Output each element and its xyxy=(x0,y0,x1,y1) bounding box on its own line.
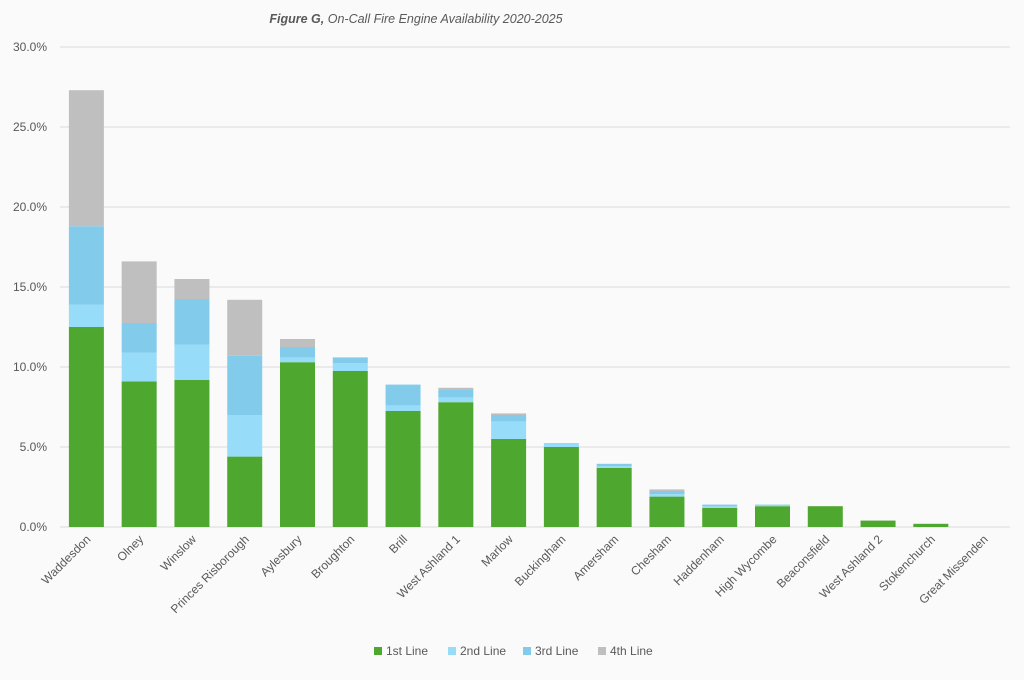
y-tick-label: 10.0% xyxy=(13,360,47,374)
y-tick-label: 0.0% xyxy=(20,520,48,534)
bar-segment-2nd-line xyxy=(174,344,210,380)
bar-segment-2nd-line xyxy=(385,405,421,411)
bar-segment-2nd-line xyxy=(227,415,263,457)
x-tick-label: Olney xyxy=(114,532,146,564)
x-tick-label: Brill xyxy=(386,532,410,556)
bar-segment-4th-line xyxy=(649,489,685,491)
bar-segment-1st-line xyxy=(543,447,579,527)
bar-segment-3rd-line xyxy=(121,323,157,353)
bar-segment-1st-line xyxy=(649,496,685,527)
bar-segment-2nd-line xyxy=(702,506,738,508)
x-tick-label: Amersham xyxy=(570,532,621,583)
bar-segment-2nd-line xyxy=(543,443,579,447)
x-tick-label: Waddesdon xyxy=(39,532,94,587)
bar-segment-3rd-line xyxy=(438,389,474,398)
bar-segment-3rd-line xyxy=(227,355,263,415)
y-tick-label: 15.0% xyxy=(13,280,47,294)
bar-segment-1st-line xyxy=(385,411,421,527)
bar-segment-1st-line xyxy=(596,467,632,527)
x-tick-label: Aylesbury xyxy=(258,532,305,579)
bar-segment-2nd-line xyxy=(280,357,315,363)
bar-segment-3rd-line xyxy=(649,491,685,495)
bar-segment-1st-line xyxy=(121,381,157,527)
x-tick-label: Beaconsfield xyxy=(774,532,832,590)
bar-segment-4th-line xyxy=(438,387,474,390)
bar-segment-3rd-line xyxy=(491,415,527,422)
legend-swatch xyxy=(598,647,606,655)
y-tick-label: 5.0% xyxy=(20,440,48,454)
bar-segment-4th-line xyxy=(121,261,157,323)
bar-segment-2nd-line xyxy=(68,304,104,327)
legend-label: 3rd Line xyxy=(535,644,579,658)
x-tick-label: Winslow xyxy=(158,532,200,574)
x-tick-label: Haddenham xyxy=(671,532,727,588)
bar-segment-2nd-line xyxy=(491,421,527,439)
bar-segment-4th-line xyxy=(491,413,527,415)
legend-item: 1st Line xyxy=(374,644,428,658)
bar-segment-2nd-line xyxy=(596,466,632,468)
bar-segment-1st-line xyxy=(174,379,210,527)
x-tick-label: Buckingham xyxy=(512,532,569,589)
bar-segment-1st-line xyxy=(68,327,104,527)
bar-segment-1st-line xyxy=(332,371,368,527)
legend-swatch xyxy=(374,647,382,655)
bar-segment-1st-line xyxy=(755,506,790,527)
bar-segment-1st-line xyxy=(702,507,738,527)
legend-label: 1st Line xyxy=(386,644,428,658)
legend-item: 4th Line xyxy=(598,644,653,658)
bar-segment-1st-line xyxy=(860,520,896,527)
bar-segment-1st-line xyxy=(807,506,843,527)
bar-segment-4th-line xyxy=(174,279,210,299)
bar-segment-4th-line xyxy=(68,90,104,227)
chart-title: Figure G, On-Call Fire Engine Availabili… xyxy=(269,12,562,26)
bar-segment-1st-line xyxy=(280,362,315,527)
bar-segment-2nd-line xyxy=(649,494,685,497)
bar-segment-3rd-line xyxy=(174,299,210,345)
bar-segment-2nd-line xyxy=(332,363,368,371)
bar-segment-1st-line xyxy=(438,402,474,527)
chart-title-rest: On-Call Fire Engine Availability 2020-20… xyxy=(324,12,562,26)
bar-segment-1st-line xyxy=(913,523,949,527)
legend-label: 4th Line xyxy=(610,644,653,658)
x-tick-label: Marlow xyxy=(478,532,515,569)
bar-segment-2nd-line xyxy=(438,397,474,403)
bar-segment-3rd-line xyxy=(332,357,368,363)
bar-segment-3rd-line xyxy=(596,463,632,467)
y-tick-label: 20.0% xyxy=(13,200,47,214)
bar-segment-4th-line xyxy=(280,339,315,347)
x-tick-label: Chesham xyxy=(628,532,674,578)
x-tick-label: Broughton xyxy=(308,532,357,581)
bar-segment-2nd-line xyxy=(755,505,790,507)
legend-item: 2nd Line xyxy=(448,644,506,658)
bar-segment-1st-line xyxy=(491,439,527,527)
bar-segment-4th-line xyxy=(227,299,263,356)
y-tick-label: 25.0% xyxy=(13,120,47,134)
bar-segment-3rd-line xyxy=(280,347,315,358)
chart-title-bold: Figure G, xyxy=(269,12,324,26)
bar-segment-3rd-line xyxy=(702,504,738,507)
bar-segment-3rd-line xyxy=(755,504,790,506)
legend-swatch xyxy=(523,647,531,655)
bar-segment-2nd-line xyxy=(121,352,157,382)
bar-segment-3rd-line xyxy=(385,384,421,406)
legend-item: 3rd Line xyxy=(523,644,579,658)
legend-label: 2nd Line xyxy=(460,644,506,658)
y-tick-label: 30.0% xyxy=(13,40,47,54)
bar-segment-1st-line xyxy=(227,456,263,527)
legend-swatch xyxy=(448,647,456,655)
bar-segment-3rd-line xyxy=(68,226,104,305)
